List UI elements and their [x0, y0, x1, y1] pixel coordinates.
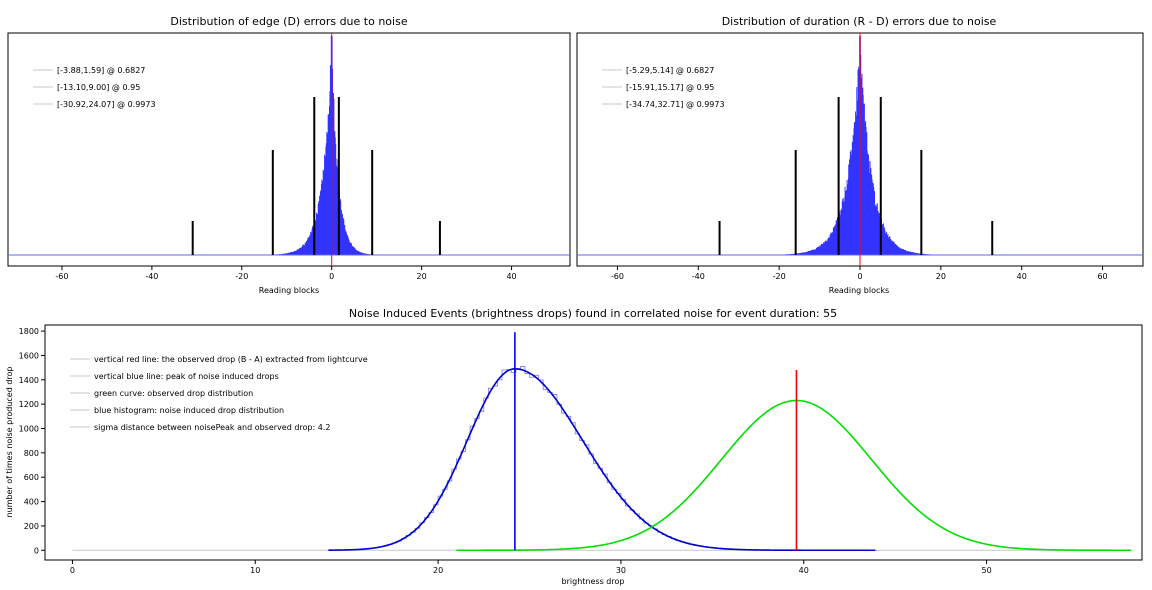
- noise-events-legend: vertical red line: the observed drop (B …: [70, 355, 368, 432]
- y-tick-label: 600: [24, 473, 39, 482]
- edge-error-x-axis: -60 -40 -20 0 20 40: [55, 266, 517, 281]
- legend-entry: [-34.74,32.71] @ 0.9973: [626, 100, 725, 109]
- legend-entry: green curve: observed drop distribution: [94, 389, 253, 398]
- noise-events-marks: [72, 332, 1133, 552]
- edge-error-plot-frame: [7, 32, 571, 267]
- x-tick-label: 60: [1097, 272, 1107, 281]
- legend-entry: [-30.92,24.07] @ 0.9973: [57, 100, 156, 109]
- x-tick-label: 20: [433, 566, 443, 575]
- legend-entry: blue histogram: noise induced drop distr…: [94, 406, 284, 415]
- edge-error-panel: Distribution of edge (D) errors due to n…: [7, 15, 571, 295]
- legend-entry: vertical red line: the observed drop (B …: [94, 355, 368, 364]
- edge-error-marks: [8, 33, 570, 266]
- y-tick-label: 1400: [19, 376, 39, 385]
- duration-error-x-axis: -60 -40 -20 0 20 40 60: [611, 266, 1108, 281]
- observed-distribution-curve: [456, 399, 1132, 552]
- legend-entry: [-5.29,5.14] @ 0.6827: [626, 66, 714, 75]
- x-tick-label: 10: [250, 566, 260, 575]
- x-tick-label: -60: [55, 272, 68, 281]
- y-tick-label: 1000: [19, 424, 39, 433]
- edge-error-legend: [-3.88,1.59] @ 0.6827 [-13.10,9.00] @ 0.9…: [33, 66, 156, 109]
- y-tick-label: 1200: [19, 400, 39, 409]
- x-tick-label: -60: [611, 272, 624, 281]
- edge-error-x-label: Reading blocks: [259, 286, 319, 295]
- edge-error-title: Distribution of edge (D) errors due to n…: [170, 15, 407, 28]
- x-tick-label: 50: [981, 566, 991, 575]
- duration-error-marks: [577, 33, 1143, 266]
- x-tick-label: 0: [70, 566, 75, 575]
- x-tick-label: 30: [616, 566, 626, 575]
- duration-error-legend: [-5.29,5.14] @ 0.6827 [-15.91,15.17] @ 0.…: [602, 66, 725, 109]
- noise-events-y-axis: 0 200 400 600 800 1000 1200 1400 1600 1800: [19, 327, 45, 555]
- noise-events-y-label: number of times noise produced drop: [5, 367, 14, 518]
- x-tick-label: -40: [692, 272, 705, 281]
- x-tick-label: 0: [329, 272, 334, 281]
- noise-events-x-label: brightness drop: [562, 577, 625, 586]
- x-tick-label: 40: [1017, 272, 1027, 281]
- y-tick-label: 0: [34, 546, 39, 555]
- x-tick-label: -40: [145, 272, 158, 281]
- x-tick-label: 40: [506, 272, 516, 281]
- duration-error-panel: Distribution of duration (R - D) errors …: [576, 15, 1144, 295]
- x-tick-label: 20: [417, 272, 427, 281]
- legend-entry: sigma distance between noisePeak and obs…: [94, 423, 330, 432]
- noise-events-plot-frame: [44, 324, 1143, 561]
- duration-error-x-label: Reading blocks: [829, 286, 889, 295]
- legend-entry: [-13.10,9.00] @ 0.95: [57, 83, 140, 92]
- x-tick-label: 20: [936, 272, 946, 281]
- x-tick-label: -20: [773, 272, 786, 281]
- y-tick-label: 200: [24, 522, 39, 531]
- noise-distribution-curve: [328, 368, 876, 552]
- legend-entry: [-3.88,1.59] @ 0.6827: [57, 66, 145, 75]
- x-tick-label: -20: [235, 272, 248, 281]
- x-tick-label: 0: [857, 272, 862, 281]
- noise-events-title: Noise Induced Events (brightness drops) …: [349, 307, 837, 320]
- y-tick-label: 400: [24, 498, 39, 507]
- y-tick-label: 1600: [19, 351, 39, 360]
- legend-entry: [-15.91,15.17] @ 0.95: [626, 83, 714, 92]
- duration-error-title: Distribution of duration (R - D) errors …: [722, 15, 997, 28]
- x-tick-label: 40: [799, 566, 809, 575]
- y-tick-label: 800: [24, 449, 39, 458]
- legend-entry: vertical blue line: peak of noise induce…: [94, 372, 279, 381]
- y-tick-label: 1800: [19, 327, 39, 336]
- noise-events-panel: Noise Induced Events (brightness drops) …: [5, 307, 1143, 586]
- noise-events-x-axis: 0 10 20 30 40 50: [70, 560, 992, 575]
